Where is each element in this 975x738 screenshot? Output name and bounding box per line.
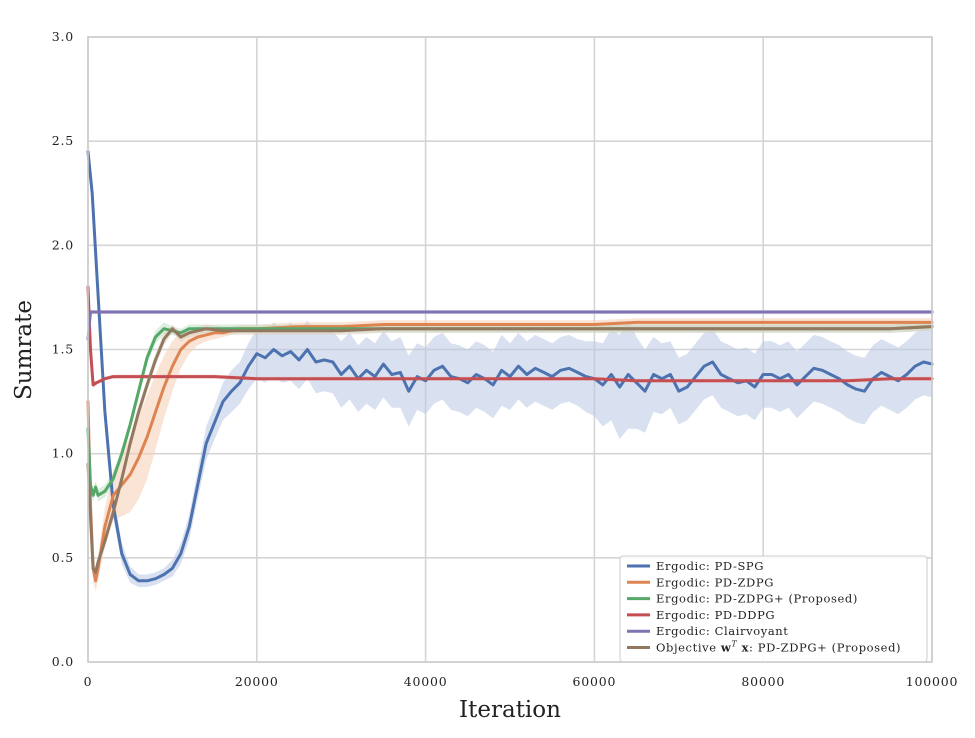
series-line bbox=[86, 320, 934, 583]
x-tick-label: 80000 bbox=[741, 674, 785, 689]
x-tick-label: 60000 bbox=[573, 674, 617, 689]
legend-label: Ergodic: PD-DDPG bbox=[656, 608, 775, 622]
x-tick-label: 40000 bbox=[404, 674, 448, 689]
legend-label: Ergodic: PD-SPG bbox=[656, 559, 764, 573]
series-lines bbox=[86, 150, 934, 583]
y-tick-label: 3.0 bbox=[52, 29, 74, 44]
x-tick-label: 0 bbox=[84, 674, 93, 689]
y-tick-label: 1.5 bbox=[52, 342, 74, 357]
series-line bbox=[86, 325, 934, 574]
x-axis-title: Iteration bbox=[459, 697, 561, 723]
y-tick-label: 0.5 bbox=[52, 550, 74, 565]
x-tick-label: 100000 bbox=[906, 674, 959, 689]
series-line bbox=[86, 310, 934, 341]
legend-label: Ergodic: PD-ZDPG bbox=[656, 575, 774, 589]
y-tick-label: 0.0 bbox=[52, 654, 74, 669]
legend: Ergodic: PD-SPG Ergodic: PD-ZDPG Ergodic: … bbox=[619, 555, 928, 663]
y-tick-label: 2.5 bbox=[52, 133, 74, 148]
y-tick-label: 1.0 bbox=[52, 446, 74, 461]
legend-label: Objective wT x: PD-ZDPG+ (Proposed) bbox=[656, 640, 901, 655]
series-line bbox=[86, 285, 934, 387]
series-band bbox=[88, 151, 932, 587]
legend-label: Ergodic: PD-ZDPG+ (Proposed) bbox=[656, 592, 858, 606]
x-tick-label: 20000 bbox=[235, 674, 279, 689]
y-axis-title: Sumrate bbox=[11, 300, 37, 400]
y-tick-labels: 0.0 0.5 1.0 1.5 2.0 2.5 3.0 bbox=[52, 29, 74, 669]
legend-box bbox=[619, 555, 928, 663]
y-tick-label: 2.0 bbox=[52, 237, 74, 252]
x-tick-labels: 0 20000 40000 60000 80000 100000 bbox=[84, 674, 959, 689]
series-line bbox=[86, 150, 934, 583]
series-band bbox=[88, 287, 932, 390]
series-band bbox=[88, 318, 932, 592]
legend-label: Ergodic: Clairvoyant bbox=[656, 624, 789, 638]
plot-frame bbox=[87, 36, 933, 663]
